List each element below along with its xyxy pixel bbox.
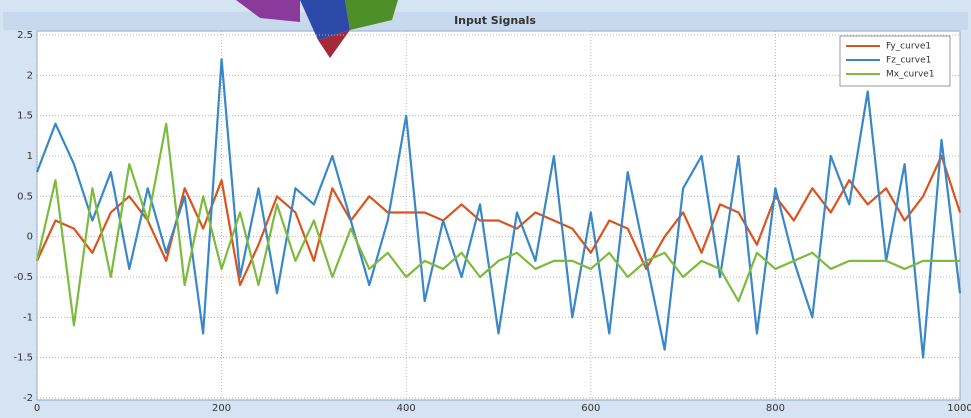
x-tick-label: 400 bbox=[397, 403, 416, 414]
y-tick-label: 0.5 bbox=[17, 191, 33, 202]
plot-area bbox=[37, 31, 960, 400]
x-tick-label: 600 bbox=[581, 403, 600, 414]
y-tick-label: 0 bbox=[27, 232, 33, 243]
legend-label: Fy_curve1 bbox=[886, 42, 931, 52]
legend-label: Fz_curve1 bbox=[886, 56, 931, 66]
y-tick-label: -1.5 bbox=[13, 353, 33, 364]
y-tick-label: 2 bbox=[27, 70, 33, 81]
y-tick-label: -1 bbox=[23, 312, 33, 323]
x-tick-label: 1000 bbox=[947, 403, 971, 414]
legend-label: Mx_curve1 bbox=[886, 70, 935, 80]
y-tick-label: 1.5 bbox=[17, 111, 33, 122]
y-tick-label: 2.5 bbox=[17, 30, 33, 41]
y-tick-label: -0.5 bbox=[13, 272, 33, 283]
chart: Input Signals -2 -1.5 -1 -0.5 0 0.5 1 1.5 2 2.5 0 2… bbox=[0, 0, 971, 418]
y-tick-label: -2 bbox=[23, 393, 33, 404]
chart-title: Input Signals bbox=[454, 14, 536, 27]
x-tick-label: 200 bbox=[212, 403, 231, 414]
y-tick-label: 1 bbox=[27, 151, 33, 162]
x-tick-label: 800 bbox=[766, 403, 785, 414]
x-tick-label: 0 bbox=[34, 403, 40, 414]
